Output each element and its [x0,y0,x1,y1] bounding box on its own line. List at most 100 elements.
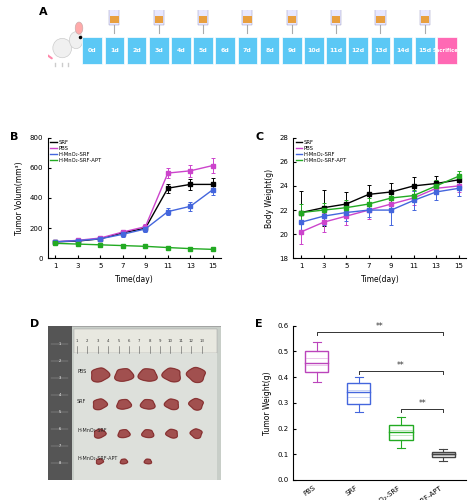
Bar [109,8,119,24]
Bar [373,5,388,9]
Text: 7: 7 [138,338,140,342]
Bar [327,37,346,64]
Text: 8: 8 [59,461,61,465]
Text: 2: 2 [59,359,61,363]
Text: 6: 6 [59,427,61,431]
Bar [127,37,147,64]
Bar [110,16,119,24]
Text: 7d: 7d [243,48,252,54]
Text: 2: 2 [86,338,89,342]
Text: 4: 4 [59,393,61,397]
Bar [199,16,207,24]
Bar [82,37,102,64]
Text: 11d: 11d [329,48,343,54]
Text: 7: 7 [59,444,61,448]
Text: 3: 3 [59,376,61,380]
Text: 15d: 15d [418,48,431,54]
Text: C: C [255,132,263,141]
Bar [415,37,435,64]
Bar [304,37,324,64]
Text: A: A [39,7,48,17]
Text: 4d: 4d [177,48,185,54]
Bar [238,37,257,64]
Bar [287,8,297,24]
Text: PBS: PBS [77,370,86,374]
Bar [376,8,386,24]
Polygon shape [138,369,157,381]
Bar [240,5,255,9]
Bar [154,8,164,24]
Text: 6d: 6d [221,48,229,54]
Text: 9d: 9d [288,48,296,54]
Text: 2d: 2d [132,48,141,54]
Text: Sacrificed: Sacrificed [432,48,462,54]
Bar [432,452,455,457]
Bar [332,16,340,24]
Text: 5: 5 [59,410,61,414]
Text: 10: 10 [168,338,173,342]
Bar [371,37,390,64]
Polygon shape [115,369,134,381]
Text: H-MnO₂-SRF-APT: H-MnO₂-SRF-APT [77,456,118,461]
Bar [421,16,429,24]
Polygon shape [190,429,202,438]
Bar [282,37,302,64]
X-axis label: Time(day): Time(day) [360,275,399,284]
Y-axis label: Tumor Weight(g): Tumor Weight(g) [263,371,272,434]
Bar [348,37,368,64]
Ellipse shape [75,22,83,34]
Text: 1: 1 [76,338,78,342]
Bar [149,37,169,64]
Bar [288,16,296,24]
Bar [284,5,299,9]
Bar [331,8,341,24]
Y-axis label: Tumor Volum(mm³): Tumor Volum(mm³) [15,161,24,235]
Bar [437,37,457,64]
X-axis label: Time(day): Time(day) [115,275,154,284]
Bar [198,8,208,24]
Text: 10d: 10d [307,48,320,54]
Polygon shape [120,459,128,464]
Bar [216,37,235,64]
Legend: SRF, PBS, H-MnO₂-SRF, H-MnO₂-SRF-APT: SRF, PBS, H-MnO₂-SRF, H-MnO₂-SRF-APT [296,140,347,162]
Polygon shape [144,459,151,464]
Bar [155,16,163,24]
Text: H-MnO₂-SRF: H-MnO₂-SRF [77,428,107,433]
Text: 13d: 13d [374,48,387,54]
Bar [417,5,432,9]
Text: 13: 13 [199,338,204,342]
Bar [242,8,252,24]
Polygon shape [164,399,178,409]
Bar [193,37,213,64]
Bar [305,352,328,372]
Polygon shape [117,400,131,409]
Polygon shape [188,398,203,410]
Text: 3: 3 [97,338,99,342]
Polygon shape [140,400,155,409]
Text: B: B [10,132,18,141]
Bar [196,5,210,9]
Text: SRF: SRF [77,398,86,404]
Polygon shape [97,459,103,464]
Bar [260,37,279,64]
Text: 11: 11 [178,338,183,342]
Polygon shape [162,368,180,382]
Text: 8: 8 [149,338,151,342]
Polygon shape [95,429,106,438]
Text: E: E [255,320,263,330]
Polygon shape [142,430,154,438]
Text: 4: 4 [107,338,109,342]
Polygon shape [93,399,108,409]
Bar [107,5,122,9]
Text: **: ** [418,400,426,408]
Bar [347,384,370,404]
Legend: SRF, PBS, H-MnO₂-SRF, H-MnO₂-SRF-APT: SRF, PBS, H-MnO₂-SRF, H-MnO₂-SRF-APT [50,140,101,162]
Bar [420,8,430,24]
Text: **: ** [376,322,384,331]
Polygon shape [118,430,130,438]
Text: 1: 1 [59,342,61,346]
Text: 9: 9 [159,338,161,342]
Text: D: D [30,320,40,330]
Bar [171,37,191,64]
Bar [377,16,385,24]
